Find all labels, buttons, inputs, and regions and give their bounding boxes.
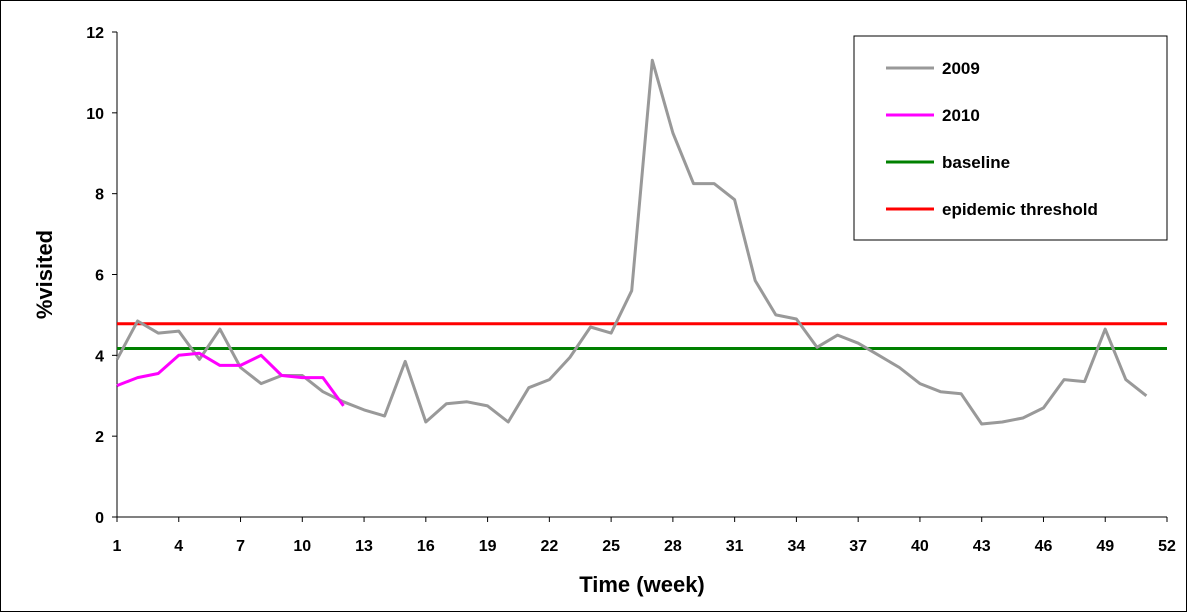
y-axis-title: %visited: [32, 230, 57, 319]
x-tick-label: 16: [417, 538, 435, 555]
legend-label: epidemic threshold: [942, 200, 1098, 219]
x-tick-label: 25: [602, 538, 620, 555]
legend-box: [853, 35, 1168, 241]
x-tick-label: 34: [788, 538, 806, 555]
x-tick-label: 1: [113, 538, 122, 555]
x-tick-label: 7: [236, 538, 245, 555]
x-tick-label: 40: [911, 538, 929, 555]
y-tick-label: 10: [86, 106, 104, 123]
y-tick-label: 4: [95, 348, 104, 365]
y-axis: 0 2 4 6 8 10 12: [86, 25, 118, 527]
x-axis-title: Time (week): [579, 572, 705, 597]
x-tick-label: 46: [1035, 538, 1053, 555]
x-axis: 1 4 7 10 13 16 19 22 25 28 31 34 37 40 43 46 49 52: [113, 516, 1176, 555]
y-tick-label: 6: [95, 268, 104, 285]
x-tick-label: 31: [726, 538, 744, 555]
x-tick-label: 4: [174, 538, 183, 555]
series-layer: [115, 58, 1167, 426]
legend-label: 2010: [942, 106, 980, 125]
y-tick-label: 8: [95, 187, 104, 204]
y-tick-label: 0: [95, 510, 104, 527]
x-tick-label: 28: [664, 538, 682, 555]
x-tick-label: 52: [1158, 538, 1176, 555]
x-tick-label: 22: [540, 538, 558, 555]
x-tick-label: 13: [355, 538, 373, 555]
x-tick-label: 43: [973, 538, 991, 555]
legend: 2009 2010 baseline epidemic threshold: [853, 35, 1168, 241]
x-tick-label: 49: [1096, 538, 1114, 555]
x-tick-label: 19: [479, 538, 497, 555]
x-tick-label: 10: [293, 538, 311, 555]
y-tick-label: 2: [95, 429, 104, 446]
series-line-2010: [116, 351, 345, 407]
y-tick-label: 12: [86, 25, 104, 42]
legend-label: 2009: [942, 59, 980, 78]
legend-label: baseline: [942, 153, 1010, 172]
x-tick-label: 37: [849, 538, 867, 555]
